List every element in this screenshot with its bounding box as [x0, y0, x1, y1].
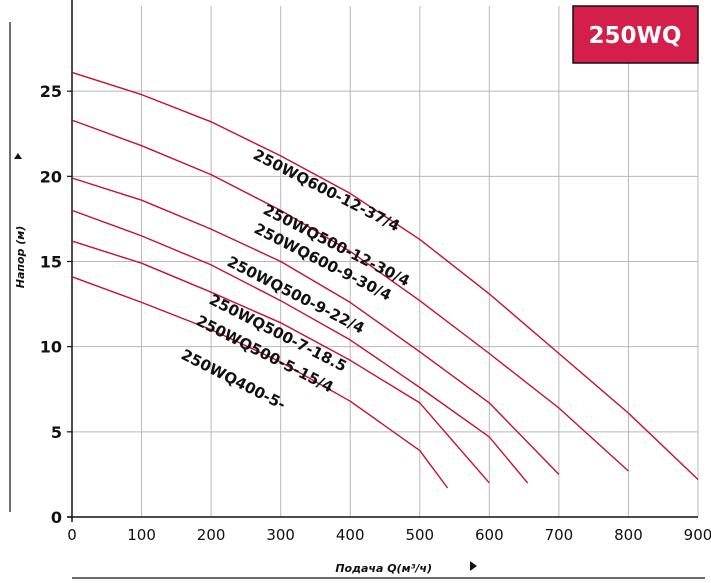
x-tick-label: 100: [127, 526, 156, 544]
curve-line: [71, 276, 449, 489]
y-axis-label: Напор (м): [14, 226, 27, 289]
x-axis-arrow-icon: [470, 561, 477, 571]
curve-line: [71, 209, 529, 484]
x-tick-label: 600: [475, 526, 504, 544]
y-tick-label: 5: [51, 423, 62, 442]
y-tick-label: 0: [51, 508, 62, 527]
pump-curves: [71, 71, 699, 489]
x-tick-label: 900: [684, 526, 711, 544]
y-tick-label: 20: [40, 167, 62, 186]
curve-line: [71, 71, 699, 481]
axes: [67, 0, 698, 522]
x-axis-label: Подача Q(м³/ч): [335, 562, 432, 575]
x-tick-label: 300: [266, 526, 295, 544]
badge: 250WQ: [572, 5, 699, 64]
y-tick-label: 25: [40, 82, 62, 101]
x-tick-label: 400: [336, 526, 365, 544]
x-tick-label: 500: [405, 526, 434, 544]
curve-line: [71, 119, 629, 472]
x-tick-labels: 0 100 200 300 400 500 600 700 800 900: [67, 526, 711, 544]
curve-line: [71, 240, 490, 484]
y-axis-label-group: Напор (м): [9, 22, 27, 512]
x-tick-label: 0: [67, 526, 77, 544]
curve-line: [71, 177, 560, 475]
y-axis-arrow-icon: [14, 153, 22, 159]
x-tick-label: 200: [197, 526, 226, 544]
x-tick-label: 700: [545, 526, 574, 544]
x-tick-label: 800: [614, 526, 643, 544]
grid: [72, 6, 699, 517]
y-tick-labels: 0 5 10 15 20 25: [40, 82, 62, 527]
badge-text: 250WQ: [589, 23, 682, 49]
y-tick-label: 10: [40, 338, 62, 357]
x-axis-label-group: Подача Q(м³/ч): [72, 561, 705, 579]
y-tick-label: 15: [40, 253, 62, 272]
badge-background: [572, 5, 699, 64]
